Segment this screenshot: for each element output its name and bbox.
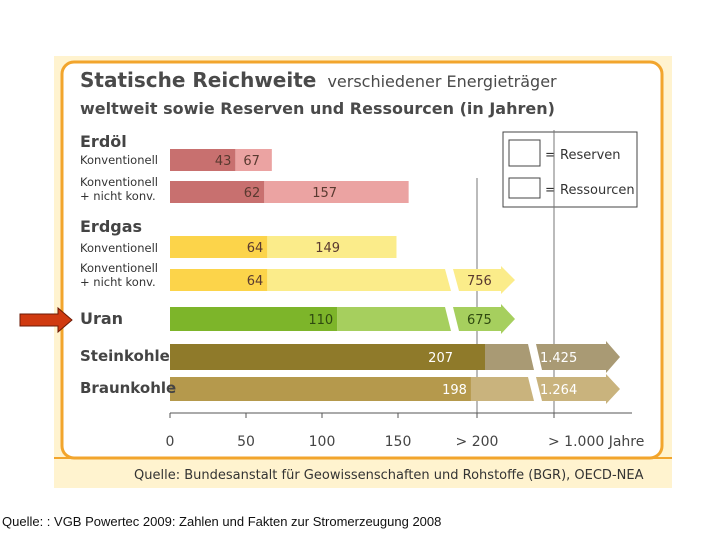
value-label-reserves: 110 — [308, 313, 333, 328]
axis-break-mark — [445, 269, 459, 291]
value-label-reserves: 64 — [247, 274, 264, 289]
value-label-resources: 675 — [467, 313, 492, 328]
legend-label-resources: = Ressourcen — [545, 183, 635, 198]
group-label: Braunkohle — [80, 379, 176, 397]
row-label: Konventionell — [80, 153, 158, 167]
source-text: Quelle: Bundesanstalt für Geowissenschaf… — [134, 468, 644, 483]
value-label-resources: 149 — [315, 241, 340, 256]
group-label: Erdöl — [80, 132, 127, 151]
row-label: Konventionell — [80, 241, 158, 255]
uran-arrow-marker — [19, 306, 73, 334]
chart-subtitle: weltweit sowie Reserven und Ressourcen (… — [80, 99, 555, 118]
group-label: Uran — [80, 309, 123, 328]
row-label: Konventionell — [80, 175, 158, 189]
bar-resources — [337, 304, 515, 334]
bar-resources — [267, 236, 397, 258]
chart-title: Statische Reichweite verschiedener Energ… — [80, 68, 557, 92]
group-label: Steinkohle — [80, 347, 170, 365]
value-label-resources: 756 — [467, 274, 492, 289]
bar-reserves — [170, 236, 268, 258]
value-label-reserves: 198 — [442, 383, 467, 398]
value-label-reserves: 207 — [428, 351, 453, 366]
row-label: + nicht konv. — [80, 189, 156, 203]
axis-break-mark — [445, 307, 459, 331]
legend-label-reserves: = Reserven — [545, 148, 621, 163]
x-axis: 0 50 100 150 > 200 > 1.000 Jahre — [166, 412, 644, 450]
value-label-resources: 67 — [243, 154, 260, 169]
group-label: Erdgas — [80, 217, 142, 236]
bar-reserves — [170, 307, 338, 331]
bar-resources — [264, 181, 409, 203]
row-label: Konventionell — [80, 261, 158, 275]
bar-reserves — [170, 181, 265, 203]
row-label: + nicht konv. — [80, 275, 156, 289]
title-bold: Statische Reichweite — [80, 68, 316, 92]
image-caption: Quelle: : VGB Powertec 2009: Zahlen und … — [2, 514, 442, 529]
bar-resources — [485, 341, 620, 373]
x-tick-label: 0 — [166, 434, 175, 450]
x-tick-label: > 200 — [456, 434, 499, 450]
bar-reserves — [170, 269, 268, 291]
title-rest: verschiedener Energieträger — [327, 72, 557, 91]
bar-reserves — [170, 344, 485, 370]
axis-break-mark — [528, 344, 542, 370]
value-label-resources: 157 — [312, 186, 337, 201]
axis-break-mark — [528, 377, 542, 401]
x-tick-label: 150 — [385, 434, 412, 450]
legend-swatch-resources — [508, 177, 541, 199]
value-label-resources: 1.425 — [540, 351, 577, 366]
value-label-reserves: 43 — [215, 154, 232, 169]
legend-swatch-reserves — [508, 139, 541, 167]
bar-resources — [235, 149, 272, 171]
bar-resources — [470, 374, 620, 404]
value-label-reserves: 62 — [244, 186, 261, 201]
x-tick-label: > 1.000 Jahre — [548, 434, 644, 450]
x-tick-label: 100 — [309, 434, 336, 450]
bar-reserves — [170, 377, 471, 401]
x-tick-label: 50 — [237, 434, 255, 450]
value-label-reserves: 64 — [247, 241, 264, 256]
bars-layer: 43 67 62 157 64 149 64 756 110 675 207 1.425 198 1.26… — [170, 149, 620, 404]
bar-reserves — [170, 149, 236, 171]
value-label-resources: 1.264 — [540, 383, 577, 398]
